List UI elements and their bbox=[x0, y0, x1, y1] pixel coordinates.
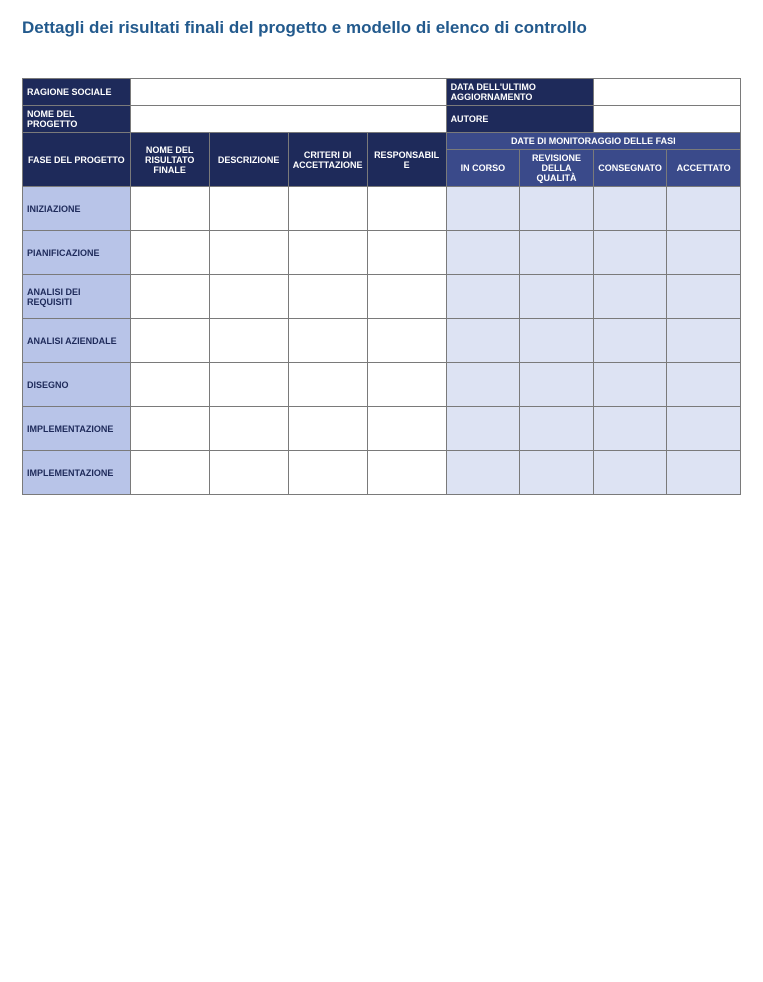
page-container: Dettagli dei risultati finali del proget… bbox=[0, 0, 763, 982]
hdr-delivered: CONSEGNATO bbox=[593, 150, 667, 187]
data-cell[interactable] bbox=[130, 319, 209, 363]
date-cell[interactable] bbox=[520, 363, 594, 407]
data-cell[interactable] bbox=[288, 319, 367, 363]
date-cell[interactable] bbox=[667, 275, 741, 319]
date-cell[interactable] bbox=[667, 407, 741, 451]
hdr-dates-group: DATE DI MONITORAGGIO DELLE FASI bbox=[446, 133, 740, 150]
data-cell[interactable] bbox=[130, 407, 209, 451]
data-cell[interactable] bbox=[130, 363, 209, 407]
data-cell[interactable] bbox=[130, 275, 209, 319]
rows-body: INIZIAZIONEPIANIFICAZIONEANALISI DEI REQ… bbox=[23, 187, 741, 495]
date-cell[interactable] bbox=[446, 451, 520, 495]
last-update-value[interactable] bbox=[593, 79, 740, 106]
page-title: Dettagli dei risultati finali del proget… bbox=[22, 18, 741, 38]
project-label: NOME DEL PROGETTO bbox=[23, 106, 131, 133]
date-cell[interactable] bbox=[667, 187, 741, 231]
data-cell[interactable] bbox=[367, 275, 446, 319]
date-cell[interactable] bbox=[520, 275, 594, 319]
date-cell[interactable] bbox=[520, 407, 594, 451]
table-row: ANALISI AZIENDALE bbox=[23, 319, 741, 363]
date-cell[interactable] bbox=[593, 363, 667, 407]
data-cell[interactable] bbox=[209, 363, 288, 407]
data-cell[interactable] bbox=[288, 451, 367, 495]
date-cell[interactable] bbox=[593, 187, 667, 231]
date-cell[interactable] bbox=[520, 319, 594, 363]
date-cell[interactable] bbox=[593, 275, 667, 319]
phase-cell: IMPLEMENTAZIONE bbox=[23, 407, 131, 451]
date-cell[interactable] bbox=[446, 407, 520, 451]
table-row: INIZIAZIONE bbox=[23, 187, 741, 231]
data-cell[interactable] bbox=[209, 407, 288, 451]
hdr-criteria: CRITERI DI ACCETTAZIONE bbox=[288, 133, 367, 187]
data-cell[interactable] bbox=[130, 451, 209, 495]
phase-cell: INIZIAZIONE bbox=[23, 187, 131, 231]
hdr-phase: FASE DEL PROGETTO bbox=[23, 133, 131, 187]
date-cell[interactable] bbox=[446, 319, 520, 363]
data-cell[interactable] bbox=[209, 451, 288, 495]
data-cell[interactable] bbox=[209, 319, 288, 363]
data-cell[interactable] bbox=[367, 407, 446, 451]
data-cell[interactable] bbox=[367, 319, 446, 363]
table-row: ANALISI DEI REQUISITI bbox=[23, 275, 741, 319]
table-row: PIANIFICAZIONE bbox=[23, 231, 741, 275]
table-row: DISEGNO bbox=[23, 363, 741, 407]
date-cell[interactable] bbox=[667, 231, 741, 275]
data-cell[interactable] bbox=[367, 231, 446, 275]
author-label: AUTORE bbox=[446, 106, 593, 133]
data-cell[interactable] bbox=[209, 231, 288, 275]
data-cell[interactable] bbox=[288, 275, 367, 319]
hdr-responsible: RESPONSABILE bbox=[367, 133, 446, 187]
table-row: IMPLEMENTAZIONE bbox=[23, 407, 741, 451]
date-cell[interactable] bbox=[667, 363, 741, 407]
date-cell[interactable] bbox=[593, 451, 667, 495]
date-cell[interactable] bbox=[593, 231, 667, 275]
data-cell[interactable] bbox=[130, 187, 209, 231]
project-value[interactable] bbox=[130, 106, 446, 133]
data-cell[interactable] bbox=[130, 231, 209, 275]
author-value[interactable] bbox=[593, 106, 740, 133]
data-cell[interactable] bbox=[288, 407, 367, 451]
table-row: IMPLEMENTAZIONE bbox=[23, 451, 741, 495]
last-update-label: DATA DELL'ULTIMO AGGIORNAMENTO bbox=[446, 79, 593, 106]
date-cell[interactable] bbox=[520, 231, 594, 275]
data-cell[interactable] bbox=[288, 363, 367, 407]
date-cell[interactable] bbox=[667, 319, 741, 363]
hdr-description: DESCRIZIONE bbox=[209, 133, 288, 187]
phase-cell: PIANIFICAZIONE bbox=[23, 231, 131, 275]
date-cell[interactable] bbox=[446, 275, 520, 319]
header-row-1: FASE DEL PROGETTO NOME DEL RISULTATO FIN… bbox=[23, 133, 741, 150]
hdr-in-progress: IN CORSO bbox=[446, 150, 520, 187]
date-cell[interactable] bbox=[520, 451, 594, 495]
phase-cell: ANALISI DEI REQUISITI bbox=[23, 275, 131, 319]
phase-cell: IMPLEMENTAZIONE bbox=[23, 451, 131, 495]
info-row-project: NOME DEL PROGETTO AUTORE bbox=[23, 106, 741, 133]
data-cell[interactable] bbox=[367, 187, 446, 231]
info-table: RAGIONE SOCIALE DATA DELL'ULTIMO AGGIORN… bbox=[22, 78, 741, 495]
data-cell[interactable] bbox=[288, 231, 367, 275]
company-value[interactable] bbox=[130, 79, 446, 106]
data-cell[interactable] bbox=[367, 363, 446, 407]
data-cell[interactable] bbox=[288, 187, 367, 231]
data-cell[interactable] bbox=[367, 451, 446, 495]
date-cell[interactable] bbox=[520, 187, 594, 231]
hdr-accepted: ACCETTATO bbox=[667, 150, 741, 187]
date-cell[interactable] bbox=[446, 187, 520, 231]
phase-cell: DISEGNO bbox=[23, 363, 131, 407]
data-cell[interactable] bbox=[209, 275, 288, 319]
date-cell[interactable] bbox=[593, 407, 667, 451]
info-row-company: RAGIONE SOCIALE DATA DELL'ULTIMO AGGIORN… bbox=[23, 79, 741, 106]
date-cell[interactable] bbox=[667, 451, 741, 495]
data-cell[interactable] bbox=[209, 187, 288, 231]
company-label: RAGIONE SOCIALE bbox=[23, 79, 131, 106]
hdr-deliverable: NOME DEL RISULTATO FINALE bbox=[130, 133, 209, 187]
phase-cell: ANALISI AZIENDALE bbox=[23, 319, 131, 363]
date-cell[interactable] bbox=[446, 231, 520, 275]
date-cell[interactable] bbox=[446, 363, 520, 407]
date-cell[interactable] bbox=[593, 319, 667, 363]
hdr-quality: REVISIONE DELLA QUALITÀ bbox=[520, 150, 594, 187]
